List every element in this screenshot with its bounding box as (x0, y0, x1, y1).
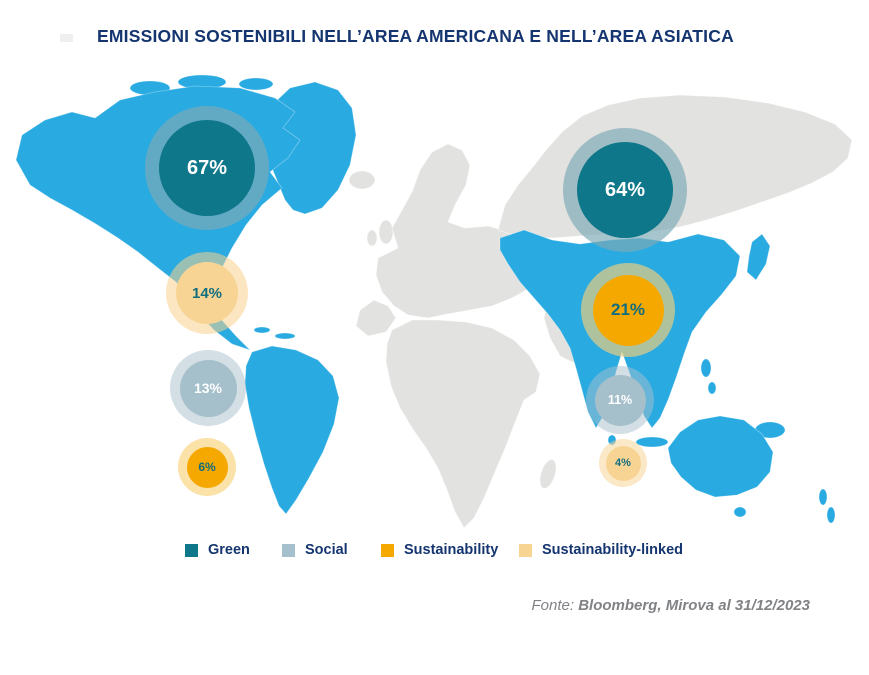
bubble-america-sustainability-linked: 14% (166, 252, 248, 334)
caribbean-island (253, 326, 271, 334)
bubble-asia-social: 11% (586, 366, 654, 434)
title-bullet (60, 34, 73, 42)
philippines-landmass (700, 358, 712, 378)
caribbean-island (274, 332, 296, 340)
madagascar-landmass (539, 459, 557, 489)
legend-label-sustainability: Sustainability (404, 542, 499, 558)
bubble-value-america-green: 67% (186, 156, 228, 179)
bubble-america-social: 13% (170, 350, 246, 426)
uk-landmass (378, 219, 394, 245)
bubble-value-asia-sustainability-linked: 4% (615, 457, 631, 469)
bubble-asia-sustainability-linked: 4% (599, 439, 647, 487)
legend-item-green: Green (185, 542, 250, 558)
sustainability-swatch-icon (381, 543, 394, 557)
legend-label-social: Social (305, 542, 348, 558)
iberia-landmass (355, 299, 397, 337)
arctic-island (238, 77, 274, 91)
bubble-value-america-social: 13% (193, 380, 223, 396)
japan-landmass (746, 233, 771, 281)
sustainability-linked-swatch-icon (519, 543, 532, 557)
legend-item-social: Social (282, 542, 348, 558)
new-zealand-landmass (826, 506, 836, 524)
bubble-value-america-sustainability: 6% (198, 460, 216, 474)
legend-item-sustainability-linked: Sustainability-linked (519, 542, 683, 558)
africa-landmass (385, 319, 541, 529)
bubble-asia-green: 64% (563, 128, 687, 252)
source-note: Fonte: Bloomberg, Mirova al 31/12/2023 (532, 597, 810, 614)
indonesia-landmass (635, 436, 669, 448)
bubble-value-asia-social: 11% (607, 393, 633, 407)
social-swatch-icon (282, 543, 295, 557)
iceland-landmass (348, 170, 376, 190)
south-america-landmass (244, 345, 340, 515)
source-text: Bloomberg, Mirova al 31/12/2023 (578, 597, 810, 614)
tasmania-landmass (733, 506, 747, 518)
bubble-america-green: 67% (145, 106, 269, 230)
chart-title: EMISSIONI SOSTENIBILI NELL’AREA AMERICAN… (97, 26, 734, 46)
philippines-landmass (707, 381, 717, 395)
green-swatch-icon (185, 543, 198, 557)
legend: Green Social Sustainability Sustainabili… (0, 542, 869, 560)
bubble-asia-sustainability: 21% (581, 263, 675, 357)
legend-item-sustainability: Sustainability (381, 542, 498, 558)
north-america-landmass (15, 85, 301, 351)
legend-label-sustainability-linked: Sustainability-linked (542, 542, 683, 558)
new-zealand-landmass (818, 488, 828, 506)
bubble-value-america-sustainability-linked: 14% (191, 284, 223, 302)
source-prefix: Fonte: (531, 597, 579, 614)
ireland-landmass (366, 229, 378, 247)
bubble-value-asia-green: 64% (604, 178, 646, 201)
bubble-america-sustainability: 6% (178, 438, 236, 496)
bubble-value-asia-sustainability: 21% (610, 300, 646, 319)
legend-label-green: Green (208, 542, 250, 558)
australia-landmass (667, 415, 774, 498)
